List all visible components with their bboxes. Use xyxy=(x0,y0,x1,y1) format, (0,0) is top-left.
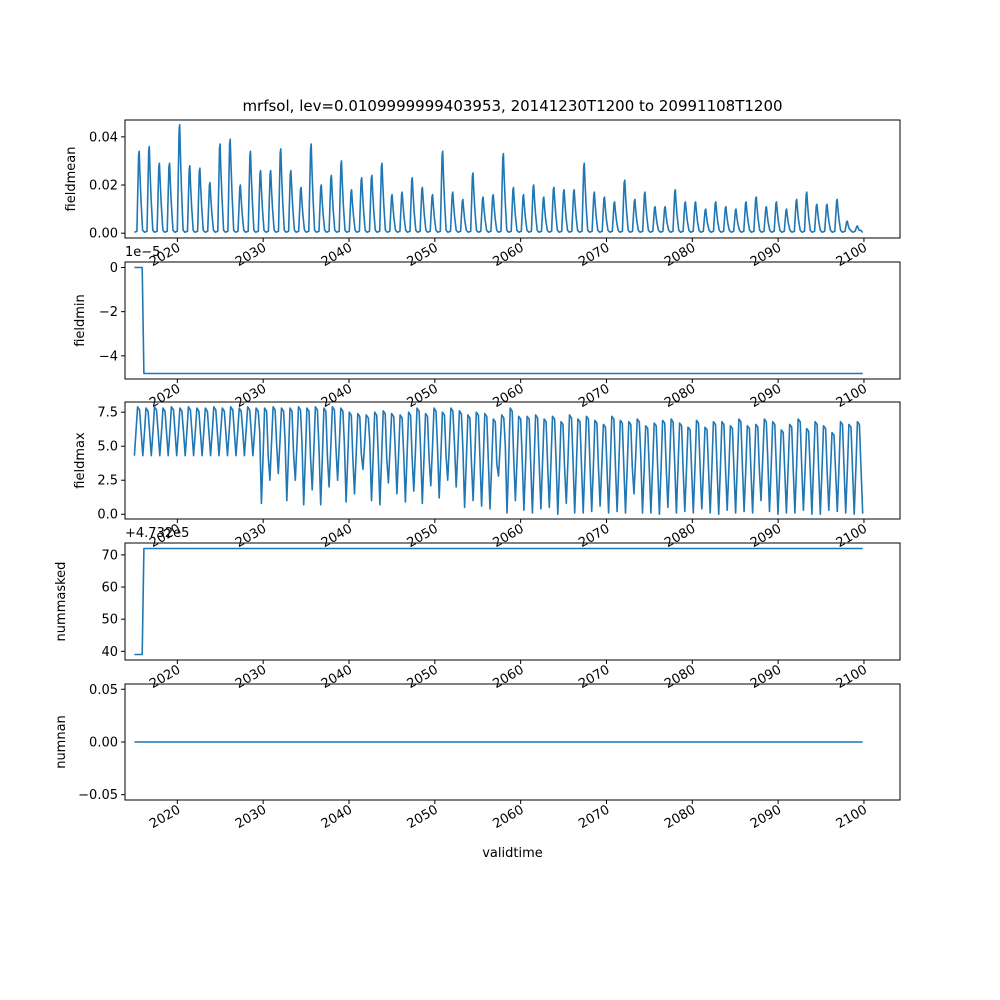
y-tick-label: −4 xyxy=(99,349,118,364)
y-axis-label: fieldmean xyxy=(64,147,79,212)
series-line-fieldmin xyxy=(134,266,863,375)
axes-frame xyxy=(124,542,901,661)
axes-frame xyxy=(124,401,901,520)
y-tick-label: 5.0 xyxy=(97,440,118,455)
y-tick-label: 0.02 xyxy=(89,179,118,194)
offset-text: +4.732e5 xyxy=(125,526,189,541)
y-tick-label: 70 xyxy=(101,548,118,563)
y-tick-label: 7.5 xyxy=(97,406,118,421)
y-tick-label: 0.00 xyxy=(89,227,118,242)
y-axis-label: fieldmin xyxy=(73,294,88,347)
y-tick-label: 60 xyxy=(101,581,118,596)
y-axis-label: fieldmax xyxy=(73,432,88,489)
series-line-fieldmean xyxy=(134,124,864,234)
y-tick-label: 0.00 xyxy=(89,736,118,751)
y-tick-label: −2 xyxy=(99,305,118,320)
y-tick-label: 50 xyxy=(101,613,118,628)
offset-text: 1e−5 xyxy=(125,245,160,260)
y-tick-label: 0.04 xyxy=(89,130,118,145)
y-tick-label: 2.5 xyxy=(97,474,118,489)
y-tick-label: 0.05 xyxy=(89,683,118,698)
x-axis-label: validtime xyxy=(482,846,543,861)
series-line-nummasked xyxy=(134,547,863,656)
y-tick-label: −0.05 xyxy=(78,788,118,803)
axes-frame xyxy=(124,261,901,380)
y-tick-label: 0 xyxy=(110,261,118,276)
y-axis-label: nummasked xyxy=(54,562,69,642)
series-line-fieldmax xyxy=(133,406,864,515)
axes-frame xyxy=(124,119,901,239)
y-axis-label: numnan xyxy=(54,715,69,769)
y-tick-label: 0.0 xyxy=(97,508,118,523)
figure-title: mrfsol, lev=0.0109999999403953, 20141230… xyxy=(242,97,782,115)
y-tick-label: 40 xyxy=(101,645,118,660)
